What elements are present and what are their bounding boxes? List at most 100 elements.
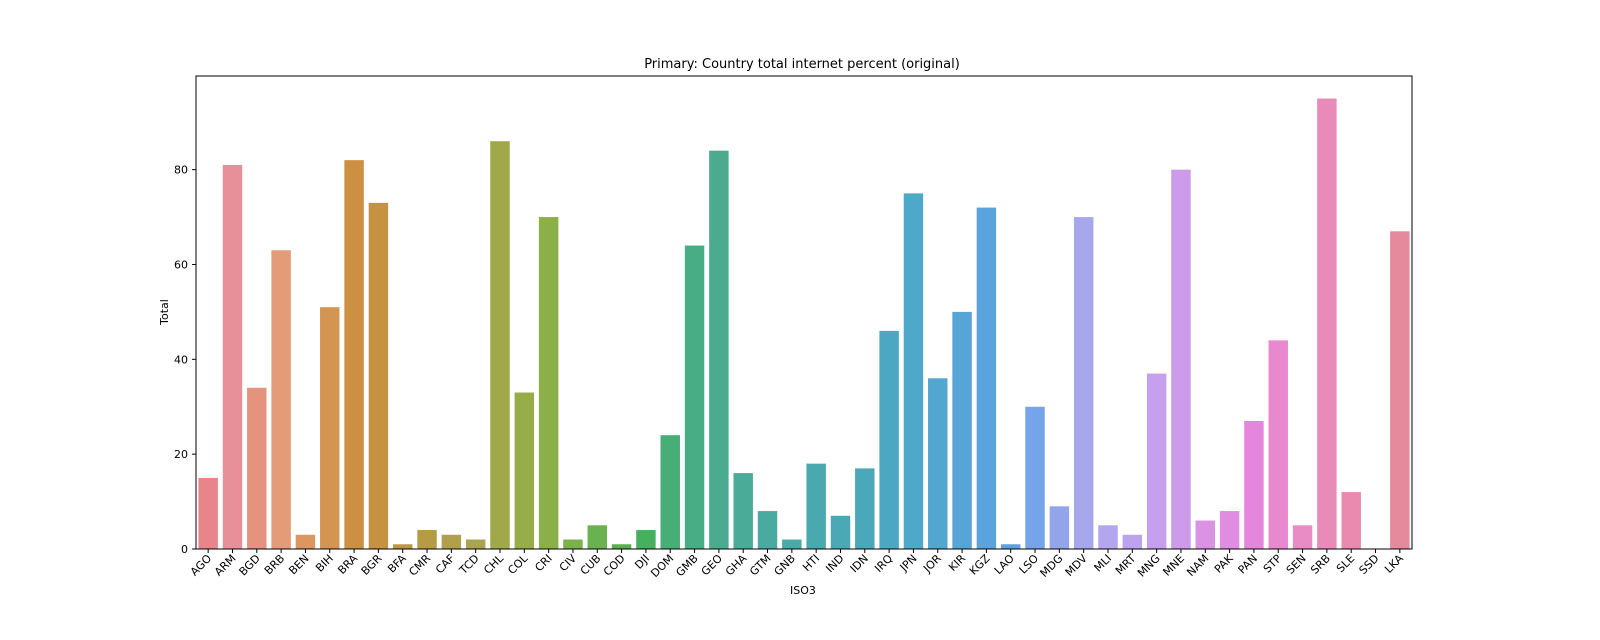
x-tick-label: CRI bbox=[532, 552, 554, 574]
bar-mdg bbox=[1049, 506, 1070, 549]
x-tick-label: COD bbox=[601, 552, 628, 579]
bar-gtm bbox=[757, 511, 778, 549]
bar-ben bbox=[295, 534, 316, 549]
x-tick-label: CMR bbox=[406, 552, 433, 579]
x-tick-label: BGD bbox=[237, 552, 263, 578]
x-tick-label: GTM bbox=[747, 552, 773, 578]
bar-ago bbox=[198, 477, 218, 549]
x-tick-label: GNB bbox=[772, 552, 798, 578]
x-tick-label: KIR bbox=[946, 552, 968, 574]
bar-sle bbox=[1341, 492, 1361, 549]
bar-mne bbox=[1171, 169, 1191, 550]
bar-sen bbox=[1292, 525, 1313, 549]
x-tick-label: LAO bbox=[992, 552, 1017, 577]
bar-cub bbox=[587, 525, 608, 549]
bar-dom bbox=[660, 435, 680, 549]
x-tick-label: CAF bbox=[433, 552, 457, 576]
x-tick-label: BRA bbox=[335, 552, 360, 577]
bar-kgz bbox=[976, 207, 997, 549]
x-tick-label: TCD bbox=[456, 552, 482, 578]
bar-srb bbox=[1317, 98, 1337, 550]
bar-civ bbox=[563, 539, 583, 549]
x-tick-label: MRT bbox=[1113, 552, 1139, 578]
bar-idn bbox=[855, 468, 875, 549]
bar-brb bbox=[271, 250, 291, 549]
y-axis-ticks: 0 20 40 60 80 bbox=[174, 164, 196, 556]
bar-irq bbox=[879, 330, 899, 549]
bar-lao bbox=[1000, 544, 1021, 549]
bar-lso bbox=[1025, 406, 1045, 549]
bar-lka bbox=[1390, 231, 1410, 549]
bars-group bbox=[198, 98, 1410, 550]
x-tick-label: PAK bbox=[1212, 551, 1236, 575]
y-tick-label: 40 bbox=[174, 353, 188, 366]
bar-bra bbox=[344, 160, 364, 550]
bar-chl bbox=[490, 141, 510, 549]
chart-title: Primary: Country total internet percent … bbox=[644, 57, 960, 72]
x-tick-label: MLI bbox=[1092, 552, 1115, 575]
x-tick-label: SSD bbox=[1357, 552, 1382, 577]
x-tick-label: JPN bbox=[897, 552, 920, 575]
bar-tcd bbox=[465, 539, 486, 549]
bar-bgr bbox=[368, 202, 389, 549]
x-axis-label: ISO3 bbox=[790, 584, 816, 597]
x-tick-label: BRB bbox=[262, 552, 287, 577]
x-tick-label: IRQ bbox=[872, 552, 895, 575]
x-tick-label: HTI bbox=[800, 552, 822, 574]
y-tick-label: 80 bbox=[174, 164, 188, 177]
bar-bgd bbox=[247, 387, 267, 549]
bar-cri bbox=[538, 217, 559, 549]
x-tick-label: IND bbox=[823, 552, 846, 575]
bar-gha bbox=[733, 473, 753, 549]
x-tick-label: CHL bbox=[481, 551, 506, 576]
x-tick-label: BFA bbox=[385, 552, 409, 576]
x-tick-label: BGR bbox=[359, 552, 385, 578]
x-tick-label: GMB bbox=[673, 552, 700, 579]
bar-cod bbox=[611, 544, 632, 549]
x-tick-label: DOM bbox=[648, 552, 676, 580]
x-tick-label: ARM bbox=[212, 552, 239, 579]
bar-hti bbox=[806, 463, 826, 549]
x-tick-label: GHA bbox=[723, 552, 750, 579]
x-tick-label: NAM bbox=[1184, 552, 1211, 579]
x-tick-label: MDV bbox=[1063, 552, 1090, 579]
bar-geo bbox=[709, 150, 729, 549]
bar-arm bbox=[222, 164, 243, 549]
bar-caf bbox=[441, 534, 462, 549]
bar-pan bbox=[1244, 420, 1264, 549]
x-tick-label: GEO bbox=[699, 552, 725, 578]
x-tick-label: STP bbox=[1261, 552, 1285, 576]
bar-mli bbox=[1098, 525, 1118, 549]
x-tick-label: AGO bbox=[188, 552, 215, 579]
y-axis-label: Total bbox=[158, 299, 171, 326]
bar-pak bbox=[1219, 511, 1240, 549]
x-tick-label: SRB bbox=[1308, 552, 1333, 577]
x-tick-label: BIH bbox=[313, 552, 336, 575]
plot-frame bbox=[195, 75, 1413, 550]
x-tick-label: JOR bbox=[920, 552, 944, 576]
bar-kir bbox=[952, 311, 972, 549]
x-tick-label: PAN bbox=[1236, 552, 1261, 577]
x-tick-label: CIV bbox=[557, 552, 580, 575]
bar-ind bbox=[830, 515, 851, 549]
x-tick-label: COL bbox=[505, 551, 531, 577]
x-tick-label: LKA bbox=[1382, 552, 1406, 576]
x-tick-label: MNE bbox=[1160, 552, 1187, 579]
x-tick-label: MDG bbox=[1038, 552, 1066, 580]
y-tick-label: 60 bbox=[174, 258, 188, 271]
bar-mdv bbox=[1073, 217, 1094, 549]
x-tick-label: SEN bbox=[1284, 552, 1309, 577]
bar-nam bbox=[1195, 520, 1216, 549]
bar-bfa bbox=[392, 544, 413, 549]
bar-jor bbox=[928, 378, 948, 549]
y-tick-label: 20 bbox=[174, 448, 188, 461]
bar-dji bbox=[636, 530, 656, 549]
x-tick-label: BEN bbox=[286, 552, 311, 577]
x-tick-label: MNG bbox=[1135, 552, 1163, 580]
bar-mrt bbox=[1122, 534, 1143, 549]
bar-cmr bbox=[417, 530, 437, 549]
x-tick-label: LSO bbox=[1017, 552, 1042, 577]
bar-col bbox=[514, 392, 535, 549]
